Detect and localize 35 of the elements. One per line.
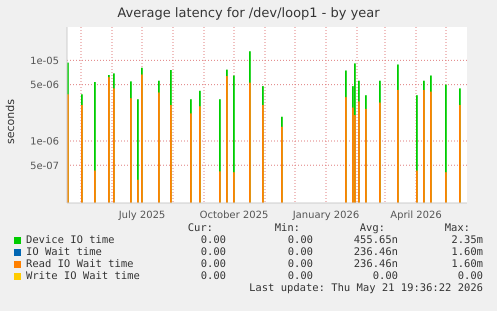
text: Max: [444, 222, 470, 234]
x-tick-label: April 2026 [390, 210, 442, 222]
text: 0.00 [200, 246, 226, 258]
chart-title: Average latency for /dev/loop1 - by year [116, 6, 381, 21]
x-tick-label: October 2025 [200, 210, 268, 222]
text: 455.65n [354, 234, 398, 246]
text: Last update: Thu May 21 19:36:22 2026 [249, 282, 483, 294]
text: 0.00 [288, 258, 313, 270]
legend-label: Read IO Wait time [26, 258, 134, 270]
text: 236.46n [354, 246, 398, 258]
text: 0.00 [288, 246, 313, 258]
text: Cur: [188, 222, 213, 234]
text: 0.00 [200, 234, 226, 246]
y-tick-label: 1e-05 [30, 56, 59, 67]
text: 2.35m [451, 234, 483, 246]
text: 1.60m [451, 258, 483, 270]
x-tick-label: July 2025 [118, 210, 166, 222]
legend-label: Device IO time [26, 234, 115, 246]
text: 1.60m [451, 246, 483, 258]
text: 0.00 [200, 258, 226, 270]
y-tick-label: 5e-07 [30, 160, 59, 172]
text: Avg: [360, 222, 385, 234]
text: 0.00 [288, 270, 313, 282]
text: 236.46n [354, 258, 398, 270]
text: 0.00 [458, 270, 483, 282]
text: 0.00 [372, 270, 398, 282]
legend-label: Write IO Wait time [26, 270, 140, 282]
y-tick-label: 1e-06 [30, 136, 59, 148]
y-axis-title: seconds [4, 99, 17, 144]
text: Min: [274, 222, 300, 234]
x-tick-label: January 2026 [292, 210, 360, 222]
legend-label: IO Wait time [26, 246, 102, 258]
y-tick-label: 5e-06 [30, 80, 59, 92]
text: 0.00 [288, 234, 313, 246]
text: 0.00 [200, 270, 226, 282]
